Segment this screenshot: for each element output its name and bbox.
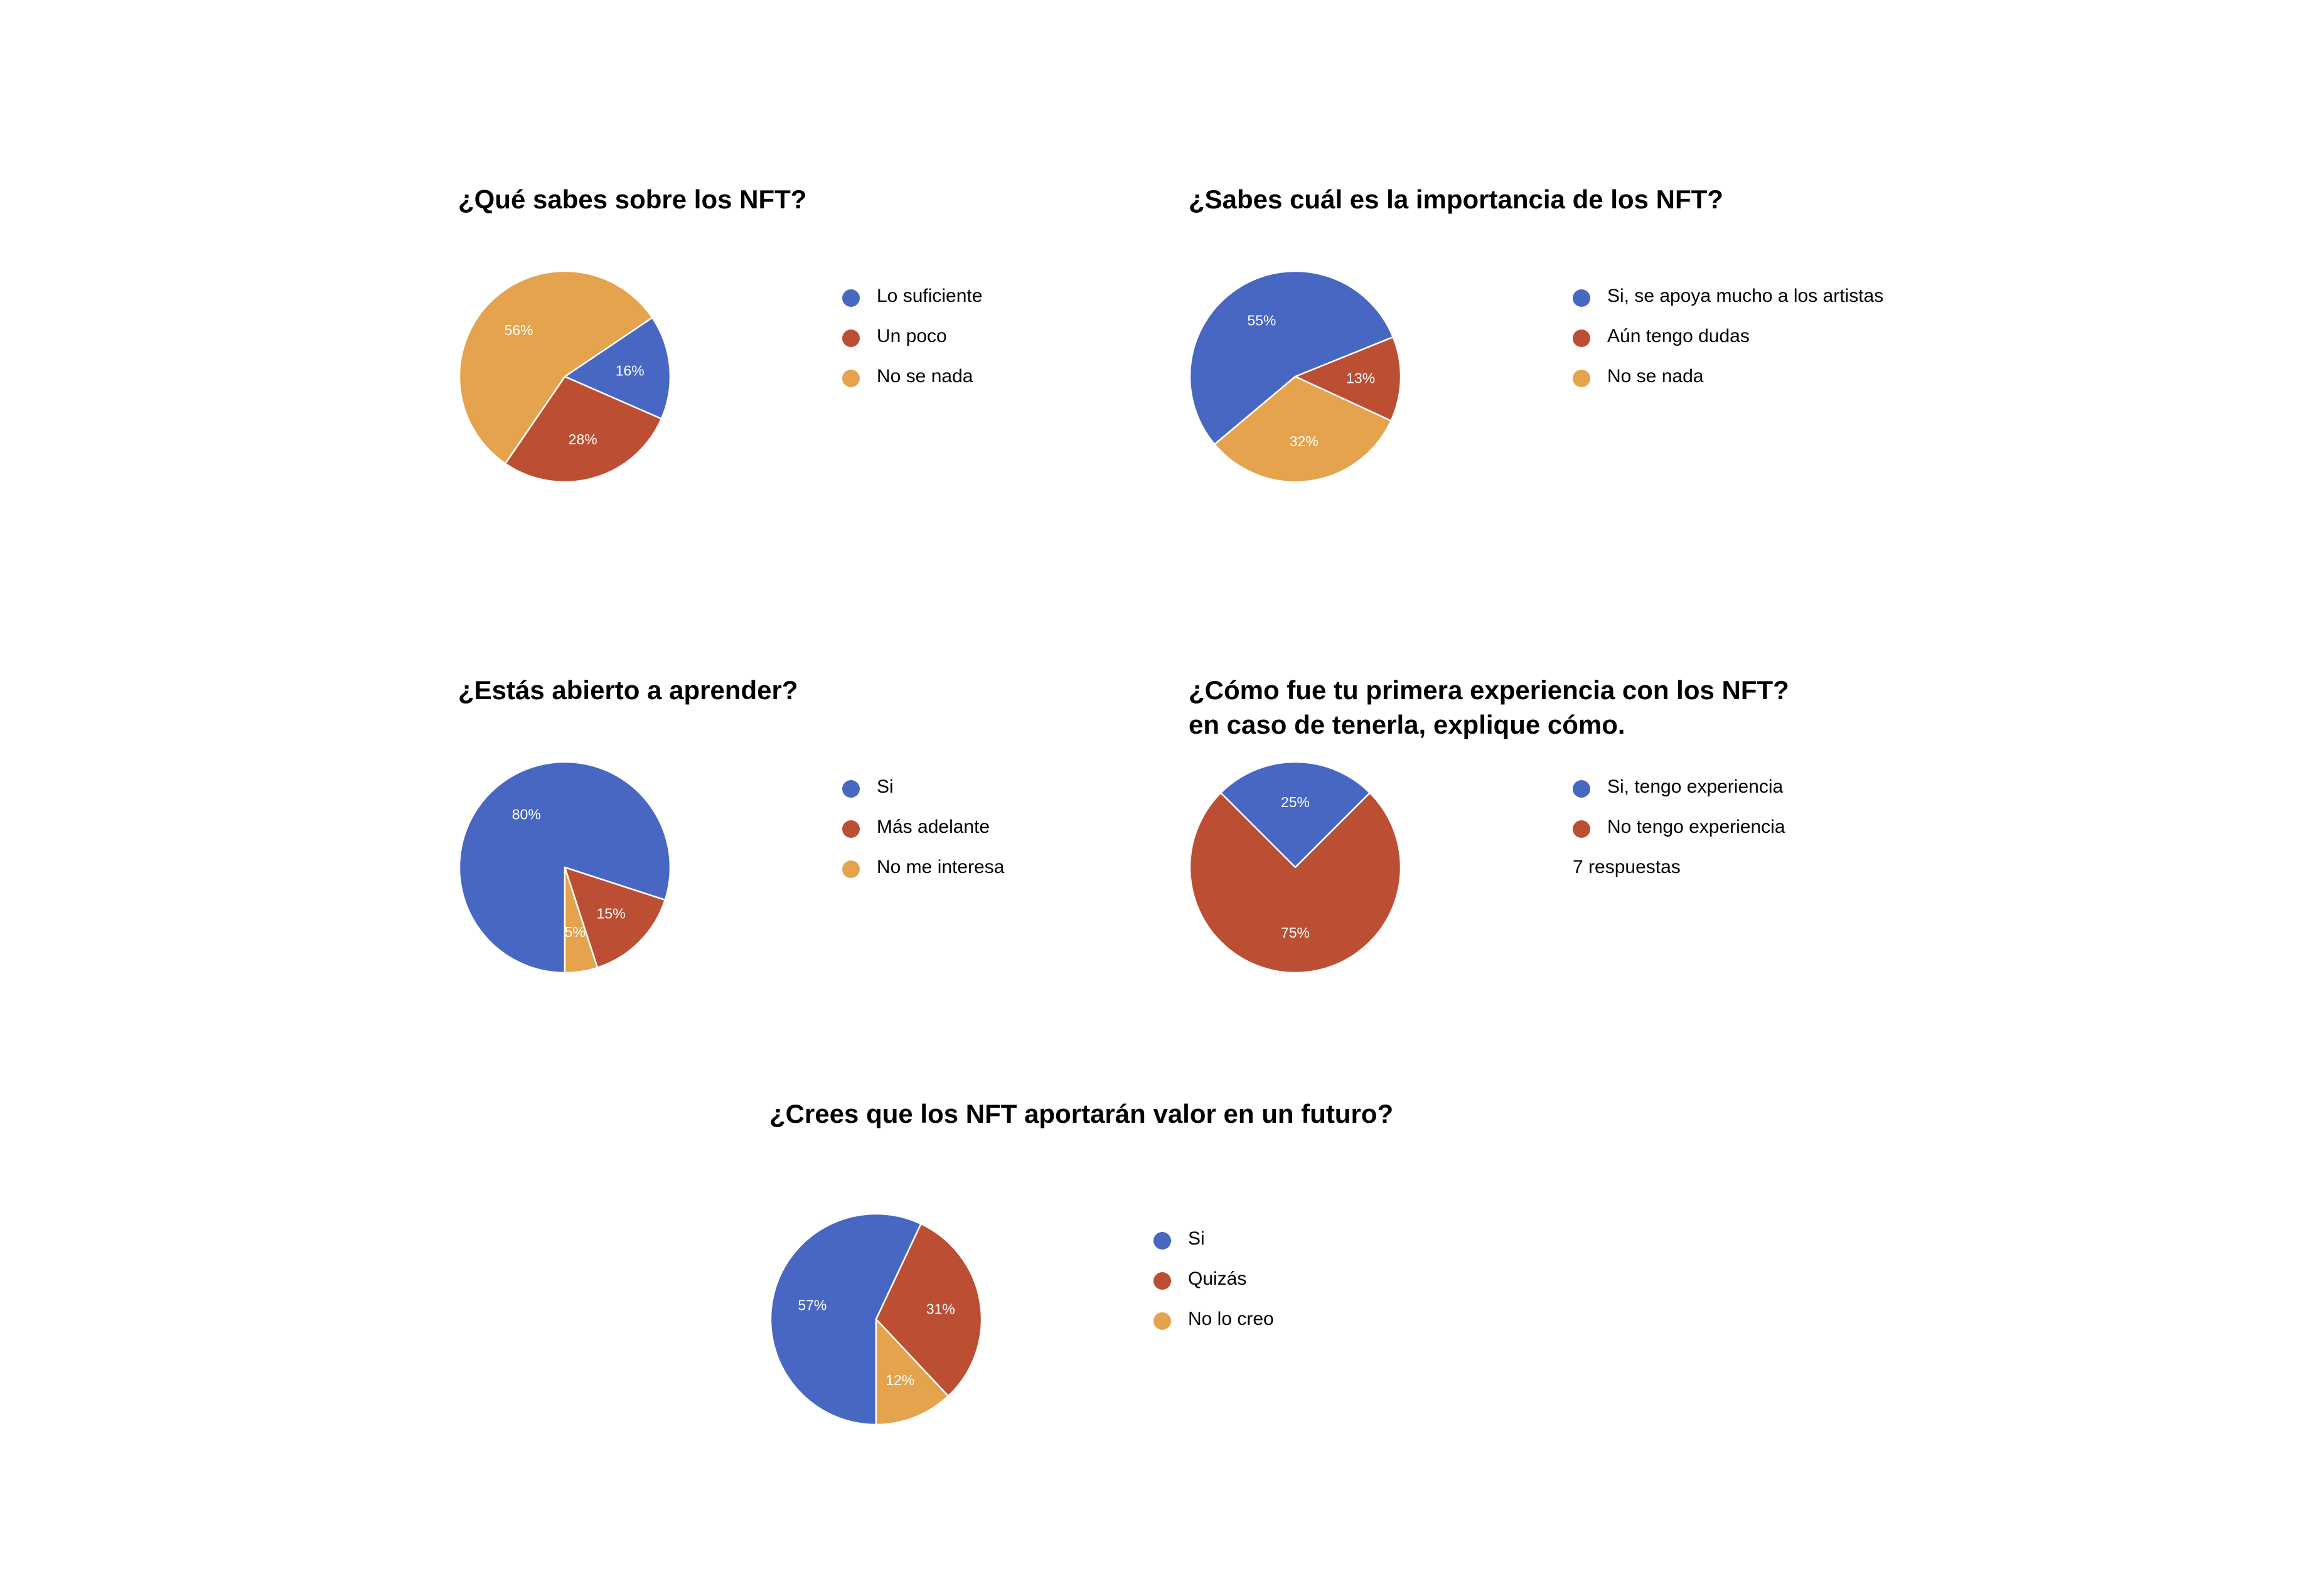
chart-legend: Lo suficiente Un poco No se nada	[842, 276, 982, 397]
chart-title: ¿Crees que los NFT aportarán valor en un…	[769, 1099, 1394, 1128]
pie-chart: 16% 28% 56%	[458, 270, 672, 483]
slice-label-no-se-nada: 32%	[1290, 433, 1319, 449]
legend-item-no-tengo-experiencia: No tengo experiencia	[1573, 807, 1785, 847]
slice-label-no-lo-creo: 12%	[886, 1372, 914, 1388]
response-count: 7 respuestas	[1573, 857, 1681, 877]
slice-label-si-tengo-experiencia: 25%	[1281, 794, 1310, 810]
slice-label-si: 57%	[798, 1297, 827, 1313]
chart-legend: Si Más adelante No me interesa	[842, 767, 1004, 887]
legend-swatch	[1573, 820, 1590, 838]
pie-slice-quizas	[875, 1223, 983, 1397]
legend-item-no-lo-creo: No lo creo	[1153, 1299, 1274, 1339]
legend-swatch	[842, 860, 860, 878]
pie-chart-open-to-learn: ¿Estás abierto a aprender? 80% 15% 5% Si Má…	[458, 673, 1023, 987]
pie-chart: 80% 15% 5%	[458, 761, 672, 974]
legend-item-lo-suficiente: Lo suficiente	[842, 276, 982, 316]
legend-item-no-se-nada: No se nada	[1573, 356, 1883, 397]
legend-item-si-se-apoya-mucho-a-los-artistas: Si, se apoya mucho a los artistas	[1573, 276, 1883, 316]
legend-item-si-tengo-experiencia: Si, tengo experiencia	[1573, 767, 1785, 807]
legend-label: No tengo experiencia	[1607, 817, 1785, 837]
pie-slice-si	[458, 761, 672, 974]
pie-chart-future-value: ¿Crees que los NFT aportarán valor en un…	[769, 1096, 1397, 1442]
legend-label: Quizás	[1188, 1268, 1247, 1289]
legend-swatch	[1573, 780, 1590, 798]
chart-title: ¿Estás abierto a aprender?	[458, 675, 798, 705]
legend-label: Si, tengo experiencia	[1607, 776, 1784, 797]
pie-slice-no-se-nada	[1214, 375, 1392, 483]
legend-label: No me interesa	[877, 857, 1005, 877]
legend-item-un-poco: Un poco	[842, 316, 982, 356]
slice-label-si: 80%	[512, 806, 541, 823]
chart-legend: Si, tengo experiencia No tengo experienci…	[1573, 767, 1785, 887]
legend-swatch	[1153, 1272, 1171, 1290]
legend-label: Si	[877, 776, 894, 797]
legend-swatch	[842, 289, 860, 307]
legend-label: Si, se apoya mucho a los artistas	[1607, 286, 1884, 306]
legend-item-aun-tengo-dudas: Aún tengo dudas	[1573, 316, 1883, 356]
legend-swatch	[842, 370, 860, 387]
slice-label-aun-tengo-dudas: 13%	[1346, 370, 1375, 387]
slice-label-quizas: 31%	[926, 1301, 955, 1317]
chart-title: ¿Cómo fue tu primera experiencia con los…	[1189, 675, 1789, 739]
pie-chart: 57% 31% 12%	[769, 1213, 983, 1426]
pie-chart: 25% 75%	[1189, 761, 1402, 974]
legend-item-si: Si	[1153, 1219, 1274, 1259]
pie-chart-nft-knowledge: ¿Qué sabes sobre los NFT? 16% 28% 56% Lo s…	[458, 182, 1023, 496]
legend-label: Un poco	[877, 326, 947, 346]
pie-slice-si	[769, 1213, 922, 1426]
pie-chart: 55% 13% 32%	[1189, 270, 1402, 483]
slice-label-mas-adelante: 15%	[597, 906, 626, 922]
legend-swatch	[842, 329, 860, 347]
slice-label-no-me-interesa: 5%	[565, 924, 586, 940]
legend-swatch	[842, 780, 860, 798]
legend-label: Aún tengo dudas	[1607, 326, 1750, 346]
legend-swatch	[1153, 1232, 1171, 1250]
pie-chart-first-experience: ¿Cómo fue tu primera experiencia con los…	[1189, 673, 1973, 987]
slice-label-no-tengo-experiencia: 75%	[1281, 924, 1310, 941]
legend-item-mas-adelante: Más adelante	[842, 807, 1004, 847]
slice-label-no-se-nada: 56%	[505, 322, 533, 338]
legend-item-no-me-interesa: No me interesa	[842, 847, 1004, 887]
legend-swatch	[1573, 329, 1590, 347]
legend-label: Lo suficiente	[877, 286, 983, 306]
legend-label: No se nada	[1607, 366, 1704, 387]
pie-slice-no-lo-creo	[875, 1318, 950, 1426]
pie-slice-no-me-interesa	[564, 866, 599, 974]
chart-legend: Si Quizás No lo creo	[1153, 1219, 1274, 1339]
pie-slice-aun-tengo-dudas	[1294, 336, 1402, 422]
legend-swatch	[1573, 289, 1590, 307]
pie-chart-nft-importance: ¿Sabes cuál es la importancia de los NFT…	[1189, 182, 1973, 496]
pie-slice-no-se-nada	[458, 270, 653, 464]
legend-item-quizas: Quizás	[1153, 1259, 1274, 1299]
chart-title: ¿Sabes cuál es la importancia de los NFT…	[1189, 185, 1723, 214]
legend-item-no-se-nada: No se nada	[842, 356, 982, 397]
chart-title: ¿Qué sabes sobre los NFT?	[458, 185, 807, 214]
slice-label-un-poco: 28%	[569, 431, 597, 447]
chart-legend: Si, se apoya mucho a los artistas Aún ten…	[1573, 276, 1883, 397]
slice-label-lo-suficiente: 16%	[616, 363, 645, 379]
legend-swatch	[1573, 370, 1590, 387]
pie-slice-no-tengo-experiencia	[1189, 791, 1402, 974]
legend-label: No se nada	[877, 366, 973, 387]
legend-item-si: Si	[842, 767, 1004, 807]
pie-slice-lo-suficiente	[564, 316, 672, 420]
pie-slice-un-poco	[504, 375, 663, 483]
legend-label: No lo creo	[1188, 1309, 1274, 1329]
pie-slice-si-tengo-experiencia	[1219, 761, 1371, 869]
slice-label-si-se-apoya-mucho-a-los-artistas: 55%	[1247, 313, 1276, 329]
legend-label: Si	[1188, 1228, 1205, 1249]
legend-swatch	[842, 820, 860, 838]
pie-slice-si-se-apoya-mucho-a-los-artistas	[1189, 270, 1394, 446]
legend-label: Más adelante	[877, 817, 990, 837]
legend-swatch	[1153, 1312, 1171, 1330]
